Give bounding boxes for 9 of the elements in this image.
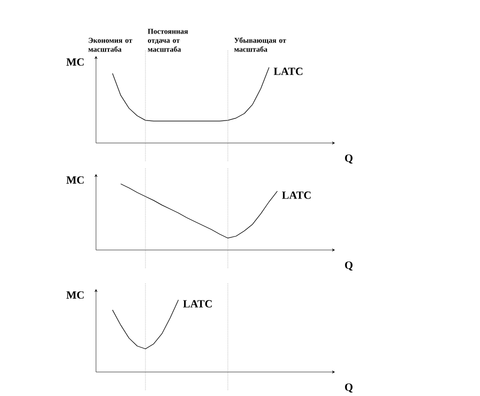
x-axis-title: Q [345,384,353,393]
x-axis-title: Q [345,154,353,164]
y-axis-title: MC [66,291,84,299]
x-axis-title: Q [345,262,353,271]
series-label: LATC [282,192,311,199]
y-axis-title: MC [66,176,84,184]
series-label: LATC [183,300,212,308]
series-label: LATC [274,68,302,76]
y-axis-title: MC [66,58,84,66]
